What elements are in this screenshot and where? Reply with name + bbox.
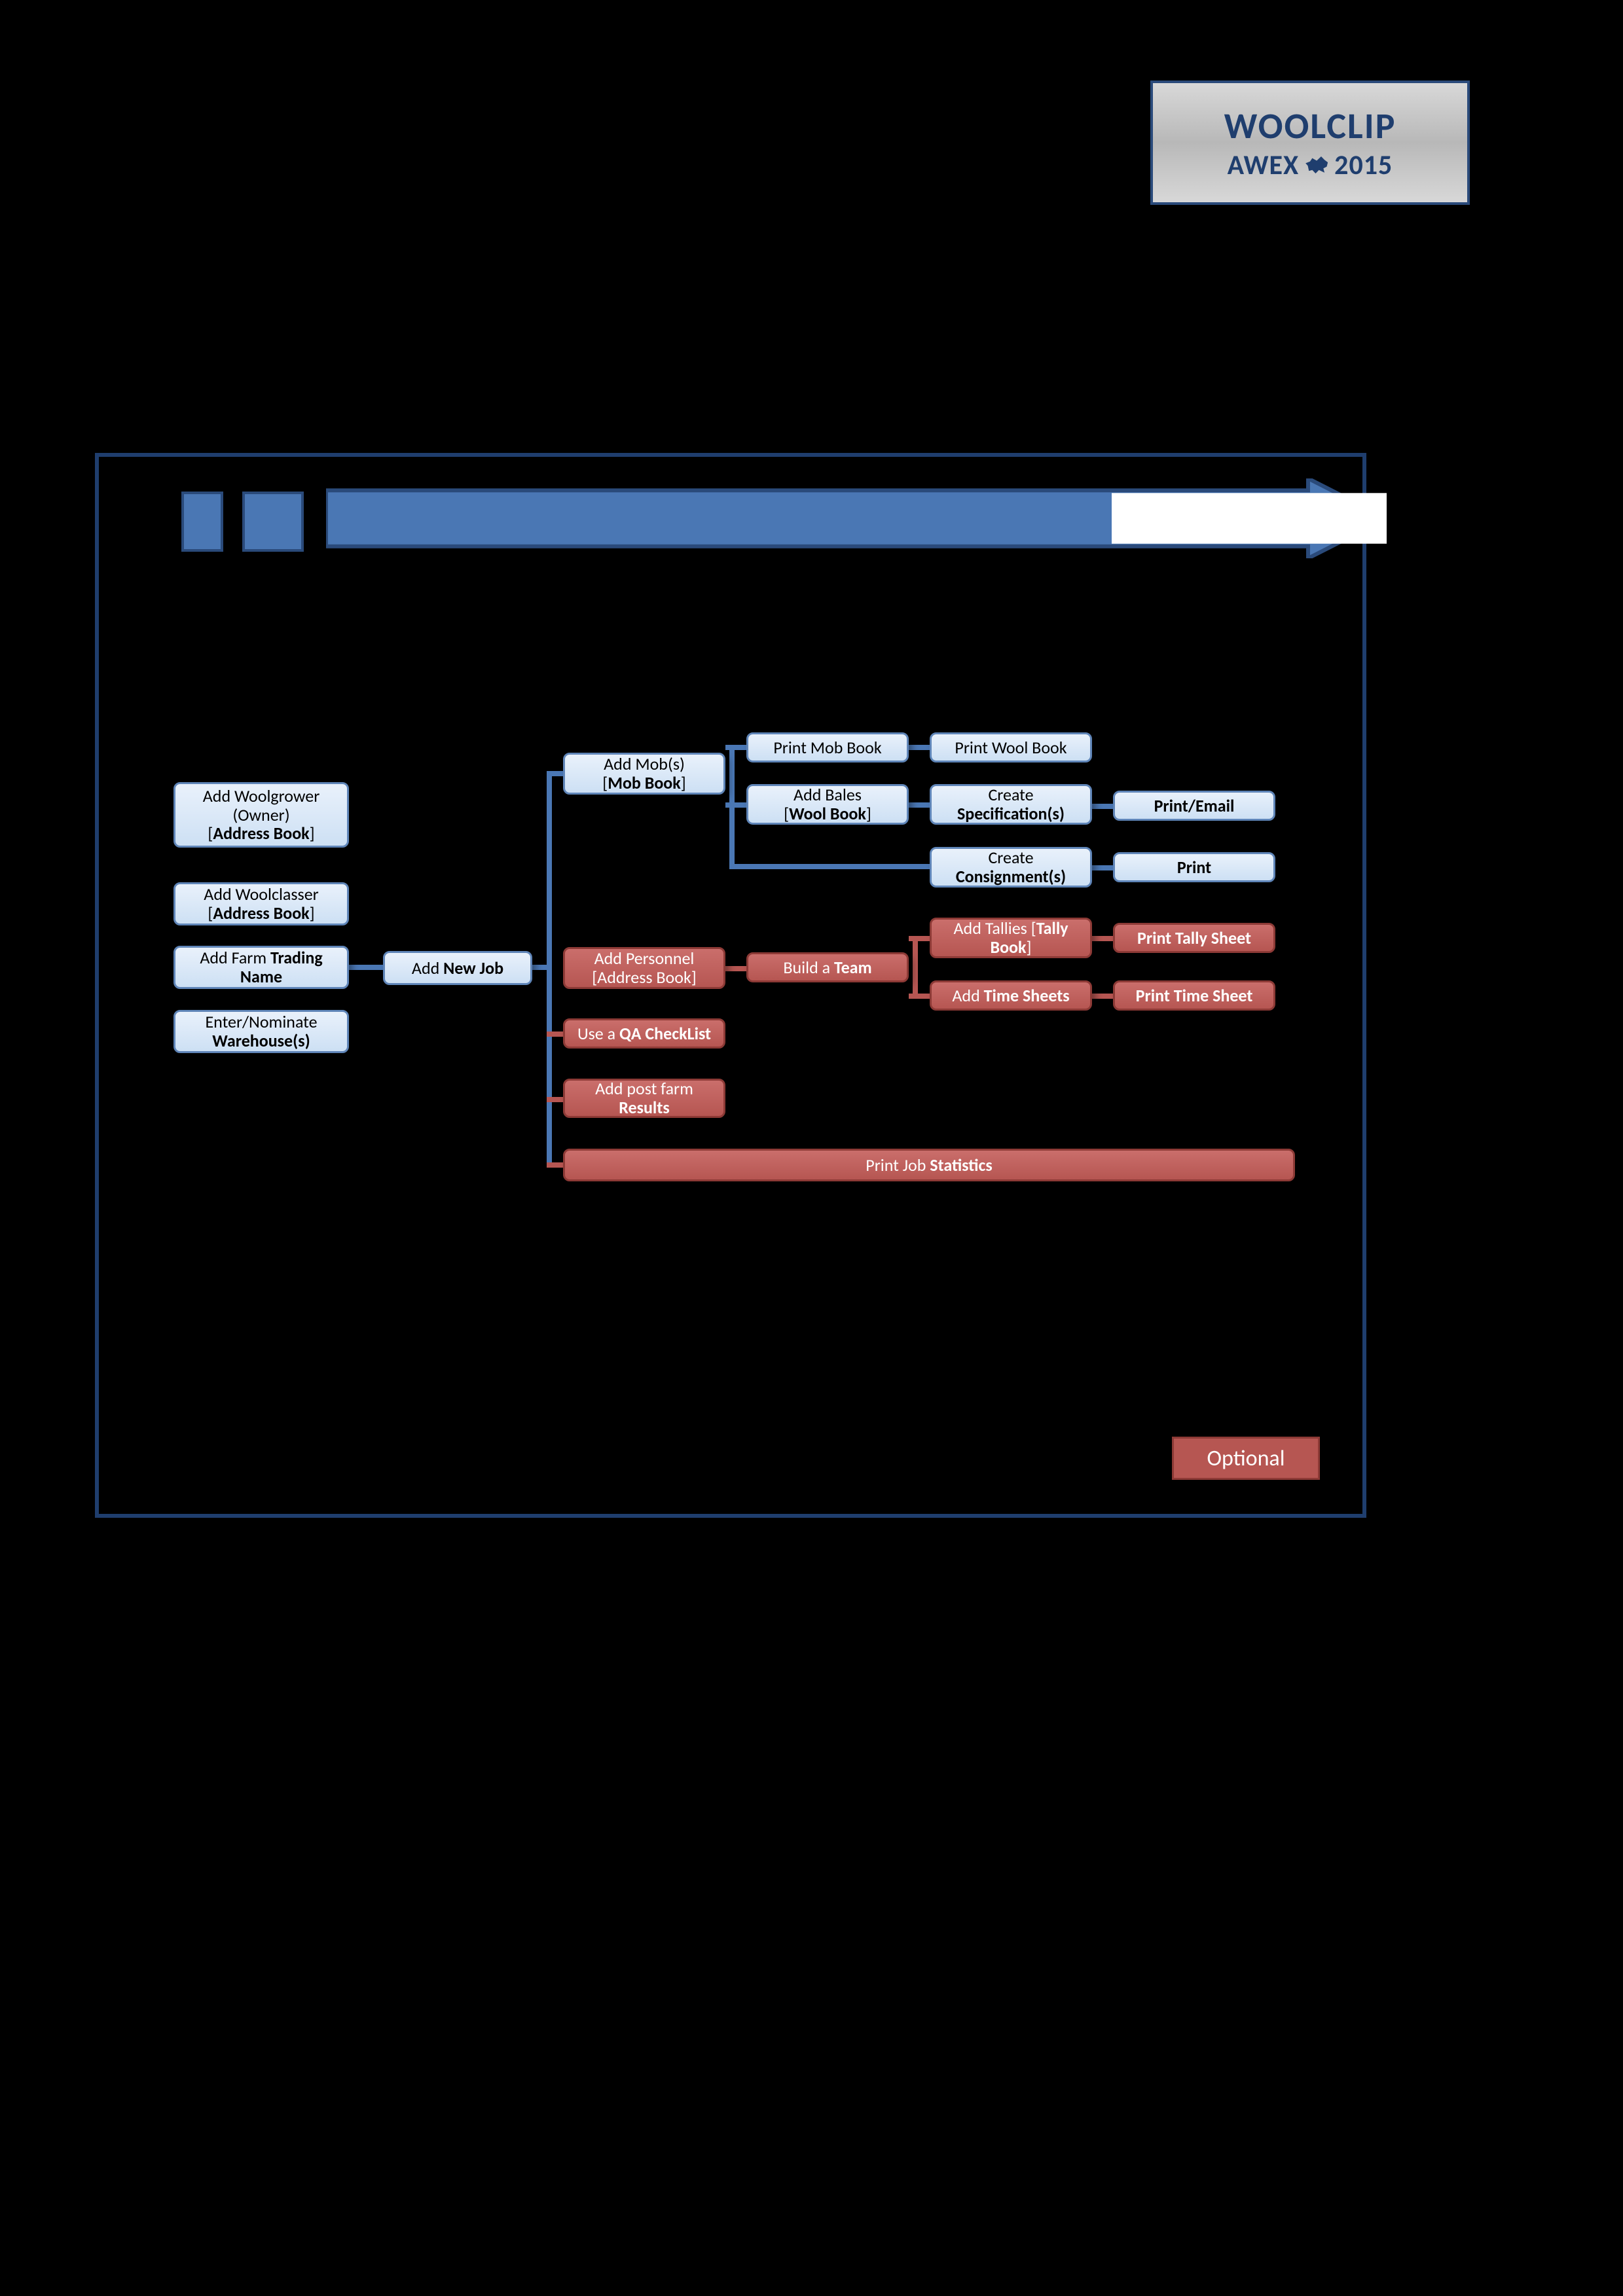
logo-line2: AWEX 2015 <box>1228 149 1393 182</box>
node-mob: Add Mob(s)[Mob Book] <box>563 753 725 795</box>
node-print: Print <box>1113 852 1275 882</box>
timeline-arrow <box>326 478 1387 558</box>
node-newjob: Add New Job <box>383 951 532 985</box>
connector <box>1092 804 1113 809</box>
connector <box>909 802 930 808</box>
node-results: Add post farmResults <box>563 1079 725 1118</box>
node-cons: CreateConsignment(s) <box>930 847 1092 888</box>
connector <box>547 771 552 1165</box>
node-team: Build a Team <box>746 952 909 982</box>
optional-label: Optional <box>1207 1445 1285 1472</box>
node-printtime: Print Time Sheet <box>1113 980 1275 1011</box>
node-personnel: Add Personnel[Address Book] <box>563 947 725 989</box>
node-spec: CreateSpecification(s) <box>930 784 1092 825</box>
woolclip-logo: WOOLCLIP AWEX 2015 <box>1150 81 1470 205</box>
connector <box>729 745 735 869</box>
optional-legend: Optional <box>1172 1437 1320 1480</box>
node-farm: Add Farm TradingName <box>173 946 349 989</box>
node-printemail: Print/Email <box>1113 791 1275 821</box>
connector <box>909 745 930 750</box>
node-bales: Add Bales[Wool Book] <box>746 784 909 825</box>
node-qa: Use a QA CheckList <box>563 1018 725 1049</box>
connector <box>1092 994 1113 999</box>
connector <box>725 966 746 971</box>
australia-icon <box>1305 156 1328 173</box>
logo-awex: AWEX <box>1228 149 1300 182</box>
node-timesheets: Add Time Sheets <box>930 980 1092 1011</box>
logo-line1: WOOLCLIP <box>1224 104 1396 149</box>
node-warehouse: Enter/NominateWarehouse(s) <box>173 1010 349 1053</box>
connector <box>725 745 746 750</box>
node-printwool: Print Wool Book <box>930 732 1092 762</box>
node-woolgrower: Add Woolgrower(Owner)[Address Book] <box>173 782 349 848</box>
connector <box>349 965 383 970</box>
node-printtally: Print Tally Sheet <box>1113 923 1275 953</box>
connector <box>909 936 930 941</box>
page: WOOLCLIP AWEX 2015 Add Woolgrower(Owner)… <box>0 0 1623 2296</box>
arrow-segment <box>181 492 223 552</box>
connector <box>729 864 932 869</box>
connector <box>1092 936 1113 941</box>
connector <box>909 994 930 999</box>
connector <box>725 802 746 808</box>
connector <box>913 936 918 999</box>
node-woolclasser: Add Woolclasser[Address Book] <box>173 882 349 925</box>
arrow-segment <box>242 492 304 552</box>
logo-year: 2015 <box>1334 149 1393 182</box>
node-printmob: Print Mob Book <box>746 732 909 762</box>
node-tallies: Add Tallies [TallyBook] <box>930 918 1092 958</box>
node-stats: Print Job Statistics <box>563 1149 1295 1181</box>
connector <box>1092 865 1113 870</box>
